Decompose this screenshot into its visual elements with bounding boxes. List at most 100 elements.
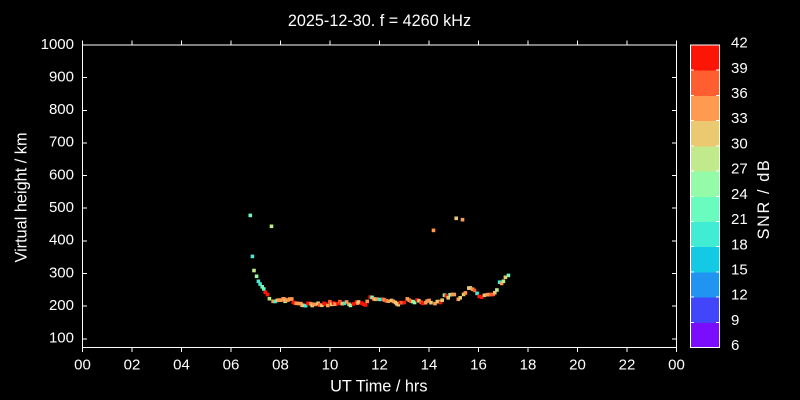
y-tick-label: 800 xyxy=(49,101,74,118)
data-point xyxy=(375,297,379,301)
data-point xyxy=(368,295,372,299)
x-tick-label: 10 xyxy=(322,357,339,374)
data-point xyxy=(412,300,417,305)
y-tick-label: 400 xyxy=(49,232,74,249)
data-point xyxy=(378,297,382,302)
data-point xyxy=(344,300,349,304)
y-tick-label: 1000 xyxy=(41,36,74,53)
data-point xyxy=(405,297,410,301)
colorbar-tick-label: 15 xyxy=(731,261,748,278)
data-point xyxy=(382,298,387,302)
data-point xyxy=(489,292,493,297)
data-point xyxy=(458,296,463,300)
data-point xyxy=(468,286,473,290)
data-point xyxy=(475,291,479,296)
data-point xyxy=(444,294,449,298)
colorbar-segment xyxy=(690,70,720,96)
data-point xyxy=(470,287,475,291)
data-point xyxy=(497,280,502,284)
data-point xyxy=(269,224,274,229)
data-point xyxy=(258,282,262,286)
data-point xyxy=(365,299,369,304)
data-point xyxy=(301,303,306,308)
data-point xyxy=(265,292,270,297)
colorbar-tick-label: 18 xyxy=(731,236,748,253)
x-axis-title: UT Time / hrs xyxy=(330,378,427,396)
data-point xyxy=(386,299,391,303)
colorbar-segment xyxy=(690,271,720,298)
y-tick-labels: 100 200 300 400 500 600 700 800 900 1000 xyxy=(41,36,74,347)
data-point xyxy=(303,303,308,308)
data-point xyxy=(384,299,389,303)
data-point xyxy=(317,303,322,307)
colorbar-segment xyxy=(690,322,720,348)
colorbar-segment xyxy=(690,120,720,147)
x-tick-label: 16 xyxy=(470,357,487,374)
colorbar-segment xyxy=(690,297,720,323)
data-point xyxy=(472,288,477,293)
data-point xyxy=(336,301,340,306)
data-point xyxy=(333,302,337,307)
data-point xyxy=(499,281,504,286)
data-point xyxy=(402,300,407,305)
data-point xyxy=(440,298,444,302)
y-tick-label: 600 xyxy=(49,166,74,183)
x-tick-label: 06 xyxy=(223,357,240,374)
data-point xyxy=(389,298,394,303)
data-point xyxy=(273,299,277,304)
data-point xyxy=(398,300,402,305)
x-tick-label: 00 xyxy=(668,357,685,374)
data-point xyxy=(342,301,347,306)
y-tick-label: 300 xyxy=(49,264,74,281)
colorbar-segment xyxy=(690,95,720,122)
colorbar-tick-labels: 6 9 12 15 18 21 24 27 30 33 36 39 42 xyxy=(731,35,748,355)
data-point xyxy=(328,299,332,304)
data-point xyxy=(493,290,497,295)
data-point xyxy=(271,299,275,304)
data-point xyxy=(391,299,396,304)
data-point xyxy=(431,228,436,233)
x-tick-label: 02 xyxy=(124,357,141,374)
x-tick-label: 14 xyxy=(421,357,438,374)
data-point xyxy=(294,301,299,306)
data-point xyxy=(454,216,458,221)
colorbar-segment xyxy=(690,145,720,172)
data-point xyxy=(256,279,261,284)
data-point xyxy=(261,287,266,291)
data-point xyxy=(356,300,361,304)
colorbar-tick-label: 30 xyxy=(731,135,748,152)
data-point xyxy=(326,303,330,308)
chart-title: 2025-12-30. f = 4260 kHz xyxy=(288,12,471,30)
data-point xyxy=(363,303,368,307)
data-point xyxy=(479,295,484,299)
data-point xyxy=(370,295,374,300)
data-point xyxy=(348,303,353,308)
data-point xyxy=(277,298,281,302)
data-point xyxy=(487,292,491,297)
colorbar-tick-label: 12 xyxy=(731,287,748,304)
data-point xyxy=(252,268,256,273)
data-point xyxy=(408,299,413,303)
data-point xyxy=(477,294,481,299)
data-point xyxy=(503,275,508,280)
x-tick-label: 12 xyxy=(371,357,388,374)
colorbar-tick-label: 27 xyxy=(731,161,748,178)
data-point xyxy=(415,298,419,302)
colorbar-tick-label: 24 xyxy=(731,186,748,203)
colorbar-segment xyxy=(690,196,720,222)
colorbar-segment xyxy=(690,45,720,71)
data-point xyxy=(425,299,429,303)
data-point xyxy=(448,293,452,297)
data-point xyxy=(396,302,401,307)
x-tick-label: 20 xyxy=(569,357,586,374)
x-tick-label: 08 xyxy=(272,357,289,374)
colorbar-tick-label: 36 xyxy=(731,85,748,102)
colorbar-tick-label: 6 xyxy=(731,337,739,354)
colorbar-tick-label: 33 xyxy=(731,110,748,127)
data-point xyxy=(296,301,301,306)
data-point xyxy=(442,293,447,297)
colorbar-tick-label: 9 xyxy=(731,312,739,329)
data-point xyxy=(427,298,431,303)
